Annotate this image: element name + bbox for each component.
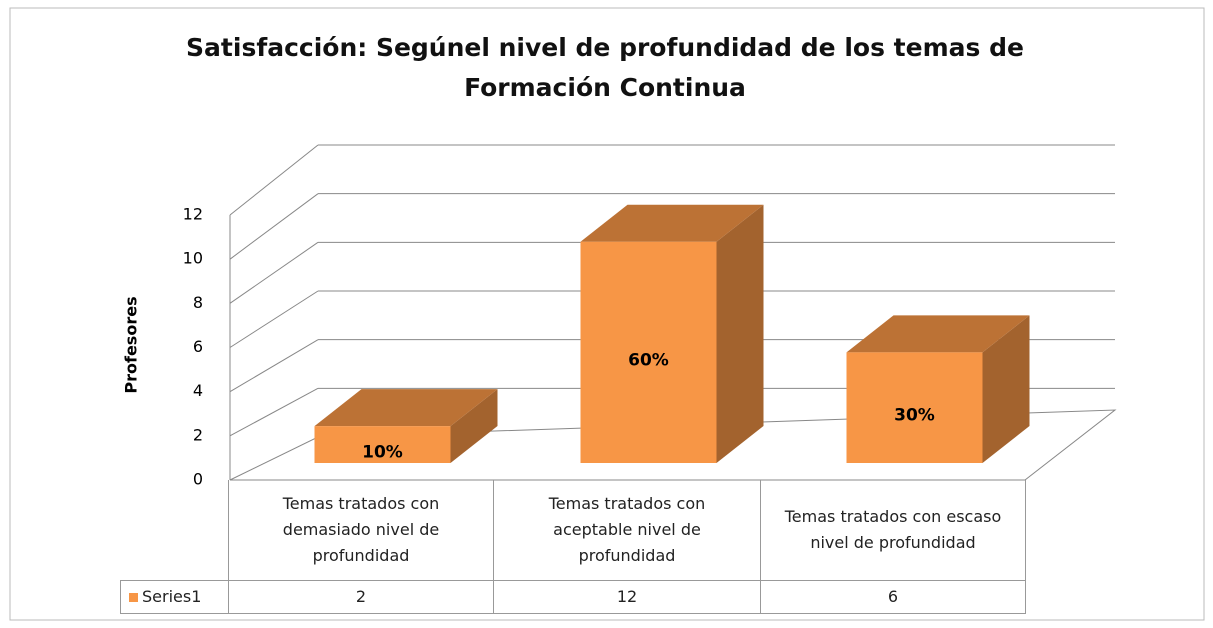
grid-line [229, 193, 319, 260]
bar-top [580, 204, 764, 242]
table-value: 2 [228, 580, 494, 614]
legend-cell: Series1 [120, 580, 229, 614]
table-category: Temas tratados con escaso nivel de profu… [760, 480, 1026, 580]
bar [580, 241, 717, 463]
bar [314, 426, 451, 463]
table-value: 12 [493, 580, 761, 614]
table-category: Temas tratados con aceptable nivel de pr… [493, 480, 761, 580]
data-label: 10% [362, 443, 403, 463]
y-tick-label: 4 [193, 381, 203, 400]
bar-top [314, 389, 498, 427]
table-category: Temas tratados con demasiado nivel de pr… [228, 480, 494, 580]
grid-line [229, 144, 319, 216]
table-value: 6 [760, 580, 1026, 614]
grid-line [229, 387, 319, 437]
data-label: 60% [628, 350, 669, 370]
y-tick-label: 6 [193, 337, 203, 356]
legend-label: Series1 [142, 587, 202, 606]
data-label: 30% [894, 406, 935, 426]
y-tick-label: 12 [183, 205, 203, 224]
grid-line [229, 241, 319, 304]
y-axis-label: Profesores [122, 296, 141, 393]
floor [229, 409, 1117, 481]
bar-side [450, 389, 498, 463]
y-tick-label: 8 [193, 293, 203, 312]
bar-side [982, 315, 1030, 463]
y-tick-label: 10 [183, 249, 203, 268]
grid-line [229, 290, 319, 348]
chart-title: Satisfacción: Segúnel nivel de profundid… [186, 33, 1024, 102]
y-tick-label: 2 [193, 425, 203, 444]
bar-top [846, 315, 1030, 353]
bar [846, 352, 983, 463]
grid-line [229, 339, 319, 393]
bar-side [716, 204, 764, 463]
legend-swatch [129, 592, 138, 602]
y-tick-label: 0 [193, 470, 203, 489]
